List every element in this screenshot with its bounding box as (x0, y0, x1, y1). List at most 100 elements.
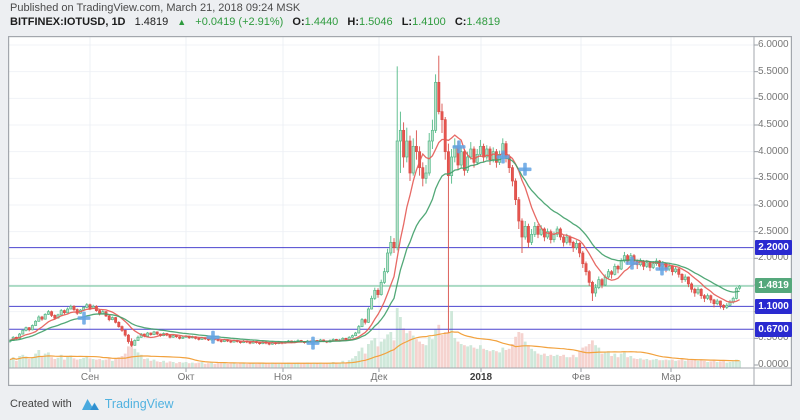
volume-bar (568, 357, 572, 368)
volume-bar (255, 363, 258, 368)
ma-fast-line (9, 134, 740, 344)
volume-bar (69, 355, 73, 368)
candle-body (670, 265, 674, 273)
symbol-status-line: BITFINEX:IOTUSD, 1D 1.4819 ▲ +0.0419 (+2… (10, 16, 500, 28)
volume-bar (571, 354, 575, 368)
volume-bar (111, 360, 114, 368)
candle-body (411, 145, 415, 174)
candle-body (46, 311, 50, 315)
candle-body (597, 279, 601, 289)
volume-bar (626, 357, 629, 368)
volume-bar (581, 347, 585, 368)
cross-marker-icon[interactable] (523, 162, 527, 176)
volume-bar (501, 347, 505, 368)
volume-bar (607, 351, 610, 368)
candle-body (395, 140, 399, 249)
tradingview-brand-link[interactable]: TradingView (104, 397, 174, 411)
candle-body (30, 325, 34, 331)
volume-bar (651, 359, 655, 368)
cross-marker-icon[interactable] (630, 256, 634, 270)
candle-body (616, 265, 620, 270)
candle-body (533, 225, 537, 235)
volume-bar (40, 356, 44, 368)
candlestick-chart-canvas[interactable] (8, 36, 792, 386)
candle-body (680, 273, 684, 281)
close-value: 1.4819 (466, 16, 501, 28)
candle-body (424, 172, 428, 179)
volume-bar (738, 360, 741, 368)
chart-border (8, 36, 792, 386)
volume-bar (15, 360, 18, 368)
cross-marker-icon[interactable] (82, 311, 86, 325)
candle-body (72, 305, 76, 310)
candle-body (734, 287, 738, 299)
cross-marker-icon[interactable] (311, 336, 315, 350)
volume-bar (514, 336, 517, 368)
candle-body (555, 228, 559, 235)
candle-body (197, 337, 201, 340)
candle-body (98, 310, 102, 315)
cross-marker-icon[interactable] (457, 140, 461, 154)
volume-bar (251, 362, 255, 368)
volume-bar (277, 363, 281, 368)
volume-bar (466, 346, 469, 368)
candle-body (446, 151, 450, 177)
candle-body (69, 305, 73, 310)
candle-body (376, 289, 380, 295)
cross-marker-icon[interactable] (660, 262, 664, 276)
volume-bar (469, 345, 473, 368)
volume-bar (623, 352, 626, 368)
volume-bar (479, 345, 482, 368)
volume-bar (235, 363, 239, 368)
candle-body (171, 335, 175, 338)
last-price-text: 1.4819 (134, 16, 169, 28)
low-value: 1.4100 (412, 16, 446, 28)
candle-body (120, 326, 124, 331)
volume-bar (443, 332, 447, 368)
volume-bar (347, 360, 351, 368)
volume-ma-line (9, 331, 740, 364)
volume-bar (216, 363, 220, 368)
candle-body (450, 156, 454, 177)
candle-body (24, 327, 28, 331)
volume-bar (735, 359, 738, 368)
volume-bar (242, 362, 245, 368)
cross-marker-icon[interactable] (501, 150, 505, 164)
candle-body (565, 236, 569, 243)
candle-body (482, 145, 486, 158)
candle-body (462, 151, 466, 171)
chart-area[interactable]: 6.0000 5.5000 5.0000 4.5000 4.0000 3.5000 3.00… (8, 36, 792, 386)
close-label: C: (454, 16, 467, 28)
volume-bar (56, 357, 60, 368)
volume-bar (34, 353, 37, 368)
candle-body (485, 148, 489, 158)
open-label: O: (292, 16, 305, 28)
cross-marker-icon[interactable] (211, 330, 215, 344)
volume-bar (482, 348, 485, 368)
candle-body (110, 317, 114, 321)
volume-bar (181, 362, 185, 368)
volume-bar (152, 359, 156, 368)
volume-bar (597, 347, 601, 368)
volume-bar (578, 351, 581, 368)
volume-bar (690, 359, 693, 368)
volume-bar (178, 362, 181, 368)
volume-bar (411, 335, 415, 368)
candle-body (590, 281, 594, 294)
volume-bar (491, 350, 495, 368)
volume-bar (335, 363, 338, 368)
volume-bar (680, 359, 684, 368)
volume-bar (715, 362, 719, 368)
candle-body (651, 263, 655, 268)
volume-bar (232, 362, 236, 368)
candle-body (363, 319, 367, 323)
candle-body (587, 271, 591, 283)
volume-bar (488, 351, 492, 368)
volume-bar (543, 353, 546, 368)
volume-bar (408, 330, 412, 368)
volume-bar (21, 354, 25, 368)
candle-body (738, 285, 742, 289)
volume-bar (674, 360, 677, 368)
volume-bar (450, 311, 453, 368)
candle-body (622, 255, 626, 262)
